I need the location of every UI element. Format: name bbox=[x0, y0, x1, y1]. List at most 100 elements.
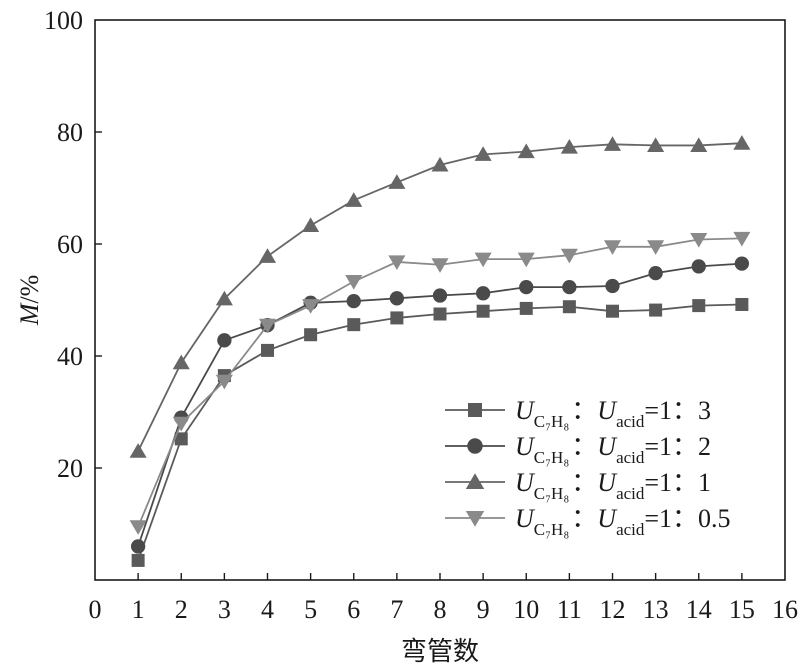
data-point bbox=[431, 156, 449, 172]
legend-label: UC₇H₈：Uacid=1：0.5 bbox=[515, 504, 731, 539]
legend: UC₇H₈：Uacid=1：3UC₇H₈：Uacid=1：2UC₇H₈：Uaci… bbox=[445, 396, 731, 539]
legend-entry-4: UC₇H₈：Uacid=1：0.5 bbox=[445, 504, 731, 539]
series-4 bbox=[129, 231, 751, 535]
y-axis-label-unit: /% bbox=[15, 275, 44, 304]
data-point bbox=[217, 333, 232, 348]
data-point bbox=[345, 192, 363, 207]
data-point bbox=[647, 137, 665, 152]
data-point bbox=[304, 328, 318, 342]
x-tick-label: 9 bbox=[477, 595, 490, 624]
legend-label: UC₇H₈：Uacid=1：1 bbox=[515, 468, 711, 503]
data-point bbox=[690, 233, 708, 248]
x-tick-label: 14 bbox=[686, 595, 712, 624]
x-tick-label: 6 bbox=[347, 595, 360, 624]
data-point bbox=[562, 300, 576, 314]
data-point bbox=[389, 291, 405, 306]
data-point bbox=[431, 258, 449, 273]
data-point bbox=[517, 143, 535, 159]
x-tick-label: 13 bbox=[643, 595, 669, 624]
legend-entry-3: UC₇H₈：Uacid=1：1 bbox=[445, 468, 711, 503]
x-tick-label: 0 bbox=[89, 595, 102, 624]
legend-entry-1: UC₇H₈：Uacid=1：3 bbox=[445, 396, 711, 431]
data-point bbox=[735, 297, 749, 311]
data-point bbox=[346, 293, 361, 309]
series-layer bbox=[129, 135, 751, 567]
x-axis-label: 弯管数 bbox=[401, 637, 479, 667]
legend-marker bbox=[468, 403, 482, 417]
data-point bbox=[474, 252, 492, 268]
data-point bbox=[603, 240, 622, 255]
data-point bbox=[605, 278, 620, 294]
data-point bbox=[603, 136, 622, 151]
legend-marker bbox=[465, 473, 485, 489]
data-point bbox=[560, 138, 578, 154]
data-point bbox=[129, 443, 147, 458]
y-tick-label: 100 bbox=[44, 6, 83, 35]
x-tick-label: 4 bbox=[261, 595, 274, 624]
x-tick-label: 15 bbox=[729, 595, 755, 624]
data-point bbox=[172, 354, 190, 370]
data-point bbox=[390, 311, 404, 325]
x-tick-label: 7 bbox=[390, 595, 403, 624]
data-point bbox=[174, 432, 188, 446]
data-point bbox=[129, 520, 147, 535]
data-point bbox=[345, 275, 363, 290]
y-tick-label: 40 bbox=[57, 342, 83, 371]
y-axis-label-symbol: M bbox=[15, 302, 44, 326]
y-axis-label: M/% bbox=[15, 275, 44, 327]
data-point bbox=[258, 318, 277, 334]
y-tick-label: 20 bbox=[57, 454, 83, 483]
data-point bbox=[562, 279, 577, 295]
data-point bbox=[692, 299, 706, 313]
data-point bbox=[475, 286, 491, 301]
series-1 bbox=[131, 297, 749, 567]
data-point bbox=[519, 301, 533, 315]
data-point bbox=[215, 290, 233, 306]
data-point bbox=[261, 343, 274, 357]
data-point bbox=[733, 231, 751, 247]
data-point bbox=[347, 318, 361, 332]
data-point bbox=[258, 248, 277, 263]
data-point bbox=[690, 137, 708, 152]
data-point bbox=[476, 304, 490, 318]
data-point bbox=[474, 146, 492, 161]
data-point bbox=[649, 303, 663, 317]
y-tick-label: 60 bbox=[57, 230, 83, 259]
data-point bbox=[388, 174, 406, 189]
data-point bbox=[734, 256, 750, 271]
data-point bbox=[302, 299, 320, 314]
data-point bbox=[648, 265, 663, 281]
data-point bbox=[172, 416, 190, 432]
data-point bbox=[130, 539, 146, 554]
x-tick-label: 8 bbox=[434, 595, 447, 624]
x-tick-label: 5 bbox=[304, 595, 317, 624]
legend-marker bbox=[465, 511, 485, 527]
data-point bbox=[560, 248, 578, 264]
data-point bbox=[606, 304, 619, 318]
y-tick-label: 80 bbox=[57, 118, 83, 147]
data-point bbox=[302, 217, 320, 233]
data-point bbox=[519, 279, 534, 295]
x-tick-label: 3 bbox=[218, 595, 231, 624]
legend-marker bbox=[467, 438, 483, 454]
data-point bbox=[433, 307, 447, 321]
x-tick-label: 11 bbox=[557, 595, 582, 624]
data-point bbox=[432, 288, 448, 303]
data-point bbox=[215, 374, 233, 390]
series-3 bbox=[129, 135, 751, 458]
x-tick-label: 16 bbox=[772, 595, 798, 624]
data-point bbox=[388, 255, 406, 271]
data-point bbox=[131, 553, 145, 567]
legend-entry-2: UC₇H₈：Uacid=1：2 bbox=[445, 432, 711, 467]
x-tick-label: 2 bbox=[175, 595, 188, 624]
data-point bbox=[691, 259, 706, 274]
x-tick-label: 1 bbox=[132, 595, 145, 624]
x-tick-label: 12 bbox=[600, 595, 626, 624]
data-point bbox=[733, 135, 751, 150]
legend-label: UC₇H₈：Uacid=1：2 bbox=[515, 432, 711, 467]
legend-label: UC₇H₈：Uacid=1：3 bbox=[515, 396, 711, 431]
data-point bbox=[647, 240, 665, 255]
x-tick-label: 10 bbox=[513, 595, 539, 624]
